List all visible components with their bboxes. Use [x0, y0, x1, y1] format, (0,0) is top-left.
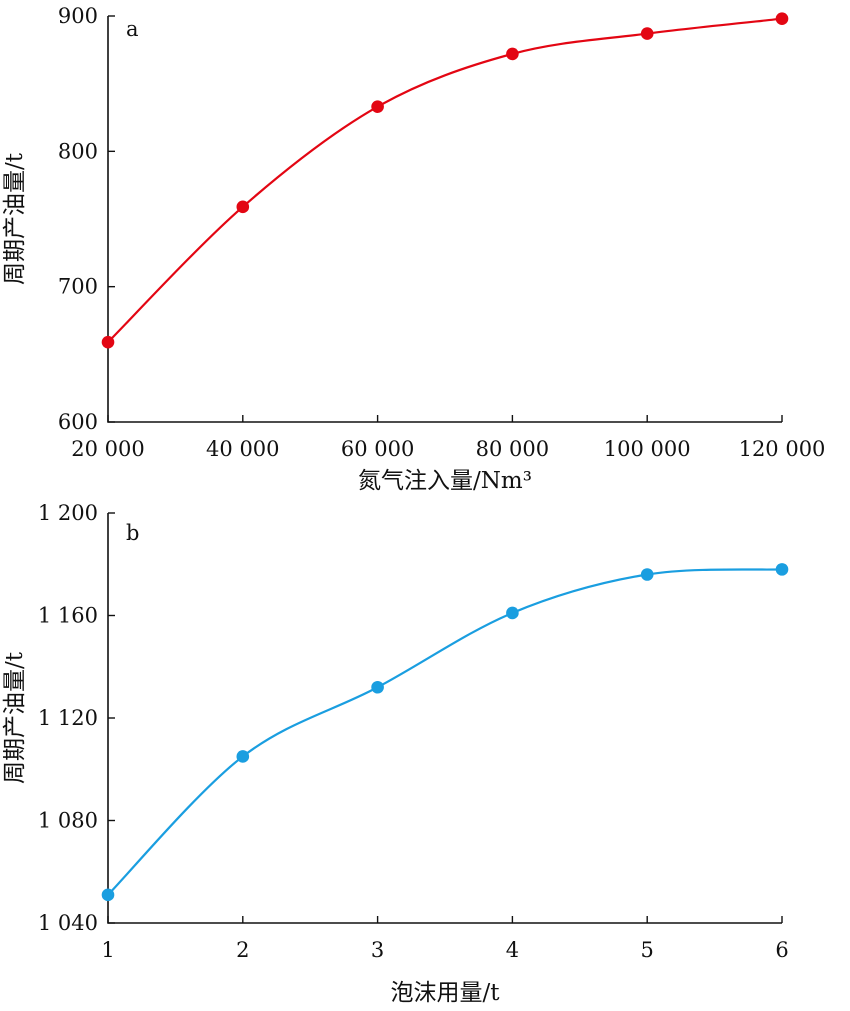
data-point [640, 568, 654, 581]
x-tick-labels: 1 2 3 4 5 6 [101, 938, 788, 962]
tick-marks [107, 15, 783, 423]
y-tick-labels: 1 040 1 080 1 120 1 160 1 200 [38, 501, 98, 935]
panel-label-a: a [126, 17, 139, 41]
data-point [775, 12, 789, 26]
y-tick-label: 800 [58, 139, 98, 163]
x-tick-label: 20 000 [71, 437, 144, 461]
y-tick-label: 1 040 [38, 911, 98, 935]
y-tick-label: 900 [58, 4, 98, 28]
panel-label-b: b [126, 521, 139, 545]
data-point [371, 680, 384, 694]
axis-frame [107, 16, 782, 423]
x-tick-label: 120 000 [739, 437, 826, 461]
x-tick-label: 3 [371, 938, 384, 962]
x-tick-labels: 20 000 40 000 60 000 80 000 100 000 120 000 [71, 437, 825, 461]
axis-frame [107, 513, 782, 924]
data-point [775, 563, 789, 576]
chart-panel-b: b 泡沫用量/t 周期产油量/t 1 040 1 080 1 120 1 160 1 2… [2, 501, 789, 1006]
x-tick-label: 80 000 [476, 437, 549, 461]
data-point [101, 335, 115, 349]
x-axis-title: 氮气注入量/Nm³ [358, 468, 532, 494]
y-tick-label: 1 160 [38, 604, 98, 628]
data-point [236, 750, 250, 763]
x-tick-label: 60 000 [341, 437, 414, 461]
data-point [640, 27, 654, 40]
x-tick-label: 100 000 [604, 437, 691, 461]
series-line [107, 568, 783, 896]
chart-panel-a: a 氮气注入量/Nm³ 周期产油量/t 600 700 800 900 20 000 4… [2, 4, 825, 494]
x-tick-label: 2 [236, 938, 249, 962]
y-tick-label: 1 080 [38, 809, 98, 833]
y-tick-labels: 600 700 800 900 [58, 4, 98, 434]
data-point [371, 100, 384, 113]
y-tick-label: 700 [58, 275, 98, 299]
series-line [107, 17, 783, 343]
data-point [506, 47, 519, 61]
x-axis-title: 泡沫用量/t [391, 980, 501, 1006]
y-axis-title: 周期产油量/t [2, 152, 28, 285]
y-tick-label: 600 [58, 410, 98, 434]
y-tick-label: 1 200 [38, 501, 98, 525]
data-point [236, 200, 250, 214]
y-tick-label: 1 120 [38, 706, 98, 730]
tick-marks [107, 512, 783, 924]
data-points [101, 563, 789, 902]
data-points [101, 12, 789, 349]
x-tick-label: 6 [775, 938, 788, 962]
data-point [101, 888, 115, 902]
x-tick-label: 1 [101, 938, 114, 962]
data-point [506, 606, 519, 620]
x-tick-label: 40 000 [206, 437, 279, 461]
y-axis-title: 周期产油量/t [2, 651, 28, 784]
x-tick-label: 5 [641, 938, 654, 962]
x-tick-label: 4 [506, 938, 519, 962]
